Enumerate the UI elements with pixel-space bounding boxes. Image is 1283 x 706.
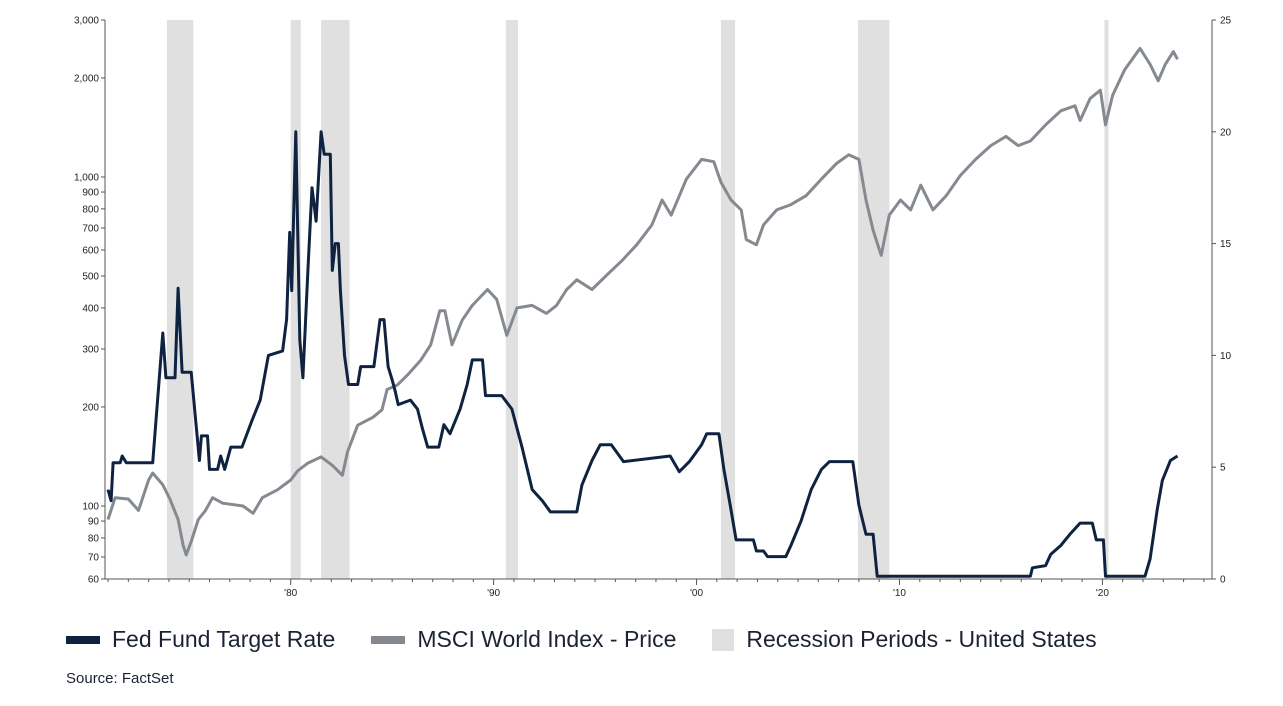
x-tick-label: '80 (284, 588, 297, 599)
left-tick-label: 3,000 (74, 16, 99, 27)
legend-swatch-recession (712, 628, 735, 651)
left-tick-label: 200 (82, 402, 99, 413)
recession-band (857, 20, 890, 579)
source-note: Source: FactSet (66, 670, 174, 687)
legend-item-msci: MSCI World Index - Price (371, 626, 676, 653)
legend-swatch-fed (66, 635, 100, 644)
left-tick-label: 100 (82, 502, 99, 513)
left-tick-label: 2,000 (74, 73, 99, 84)
left-tick-label: 60 (88, 575, 100, 586)
x-tick-label: '20 (1096, 588, 1109, 599)
recession-band (505, 20, 518, 579)
left-tick-label: 1,000 (74, 172, 99, 183)
x-tick-label: '10 (893, 588, 906, 599)
fed-fund-rate-line (106, 130, 1179, 578)
right-tick-label: 5 (1220, 463, 1226, 474)
legend: Fed Fund Target Rate MSCI World Index - … (66, 626, 1133, 653)
left-tick-label: 400 (82, 303, 99, 314)
recession-bands (166, 20, 1109, 579)
recession-band (290, 20, 301, 579)
legend-item-recession: Recession Periods - United States (712, 626, 1097, 653)
legend-item-fed: Fed Fund Target Rate (66, 626, 335, 653)
left-tick-label: 80 (88, 533, 100, 544)
recession-band (1104, 20, 1109, 579)
msci-world-index-line (106, 46, 1179, 557)
left-tick-label: 700 (82, 223, 99, 234)
series-lines (106, 46, 1179, 578)
right-tick-label: 15 (1220, 239, 1232, 250)
chart: 607080901002003004005006007008009001,000… (74, 16, 1232, 600)
left-tick-label: 500 (82, 272, 99, 283)
left-tick-label: 600 (82, 245, 99, 256)
left-tick-label: 90 (88, 517, 100, 528)
axes: 607080901002003004005006007008009001,000… (74, 16, 1232, 600)
x-tick-label: '00 (690, 588, 703, 599)
legend-swatch-msci (371, 635, 406, 644)
legend-label-recession: Recession Periods - United States (746, 626, 1097, 652)
legend-label-msci: MSCI World Index - Price (417, 626, 677, 652)
right-tick-label: 0 (1220, 575, 1226, 586)
legend-label-fed: Fed Fund Target Rate (112, 626, 336, 652)
right-tick-label: 25 (1220, 16, 1232, 27)
right-tick-label: 10 (1220, 351, 1232, 362)
right-tick-label: 20 (1220, 127, 1232, 138)
left-tick-label: 70 (88, 552, 100, 563)
left-tick-label: 900 (82, 188, 99, 199)
x-tick-label: '90 (487, 588, 500, 599)
left-tick-label: 800 (82, 204, 99, 215)
recession-band (720, 20, 736, 579)
recession-band (321, 20, 350, 579)
left-tick-label: 300 (82, 345, 99, 356)
